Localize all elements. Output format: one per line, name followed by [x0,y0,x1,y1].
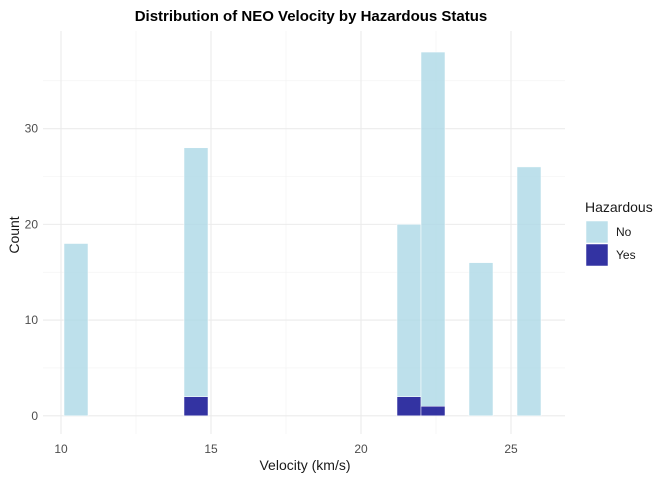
y-tick-label: 0 [31,409,38,423]
bar-no [396,224,422,397]
legend-swatch-yes [585,243,609,267]
legend: Hazardous No Yes [585,199,653,267]
y-axis-title: Count [6,216,22,253]
legend-label-yes: Yes [616,248,636,262]
bar-yes [183,396,209,417]
x-tick-label: 20 [354,442,368,456]
bar-no [468,262,494,417]
bar-yes [396,396,422,417]
x-axis-title: Velocity (km/s) [259,457,350,473]
bar-no [420,51,446,407]
bar-no [516,166,542,417]
x-tick-label: 25 [504,442,518,456]
axis-ticks: 10 15 20 25 0 10 20 30 [25,122,518,456]
bar-no [183,147,209,397]
y-tick-label: 30 [25,122,39,136]
x-tick-label: 15 [204,442,218,456]
legend-items: No Yes [585,220,636,267]
x-tick-label: 10 [54,442,68,456]
legend-title: Hazardous [585,199,653,215]
bar-no [63,243,89,417]
legend-swatch-no [585,220,609,244]
chart-title: Distribution of NEO Velocity by Hazardou… [135,8,488,25]
y-tick-label: 20 [25,217,39,231]
legend-label-no: No [616,225,632,239]
y-tick-label: 10 [25,313,39,327]
bar-yes [420,405,446,417]
bars [63,51,542,417]
